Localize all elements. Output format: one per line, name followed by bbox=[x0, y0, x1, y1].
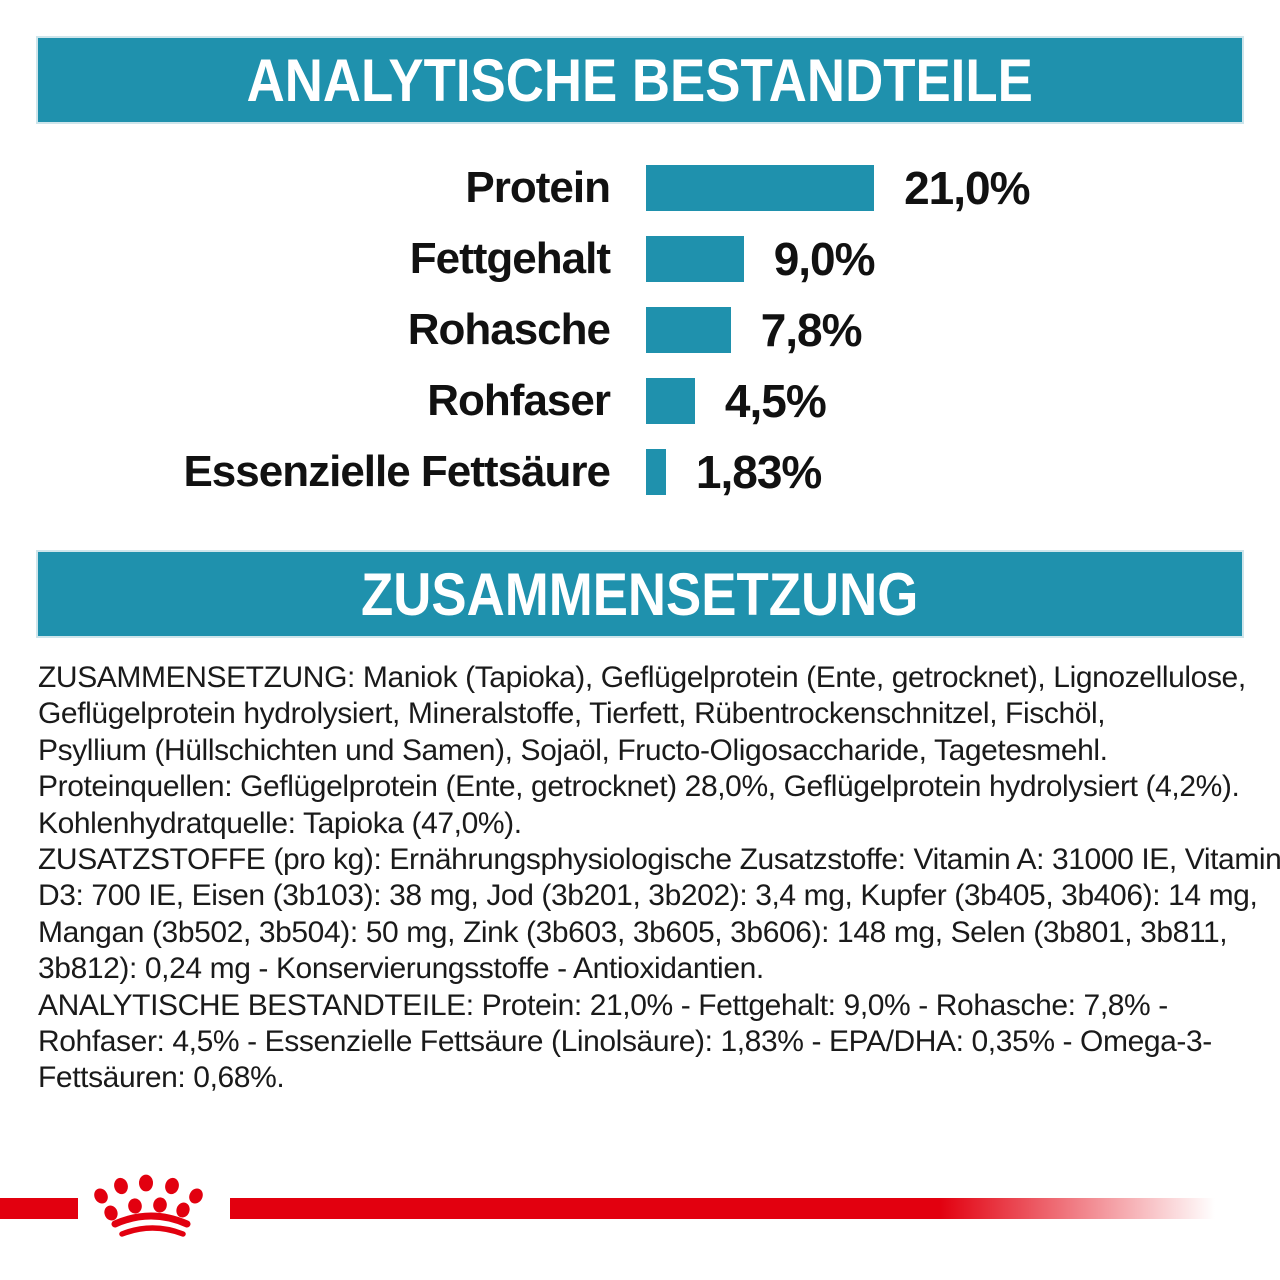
chart-row-fettgehalt: Fettgehalt 9,0% bbox=[0, 223, 1280, 294]
chart-bar bbox=[646, 448, 666, 495]
composition-text-block: ZUSAMMENSETZUNG: Maniok (Tapioka), Geflü… bbox=[38, 660, 1280, 1097]
chart-bar bbox=[646, 377, 695, 424]
analytical-constituents-bar-chart: Protein 21,0% Fettgehalt 9,0% Rohasche 7… bbox=[0, 152, 1280, 507]
chart-bar bbox=[646, 235, 744, 282]
analytical-constituents-title: ANALYTISCHE BESTANDTEILE bbox=[246, 46, 1034, 114]
brand-stripe-left bbox=[0, 1198, 78, 1219]
analytical-line: Fettsäuren: 0,68%. bbox=[38, 1061, 285, 1095]
composition-line: Kohlenhydratquelle: Tapioka (47,0%). bbox=[38, 806, 522, 840]
chart-value: 4,5% bbox=[724, 374, 827, 427]
additives-line: D3: 700 IE, Eisen (3b103): 38 mg, Jod (3… bbox=[38, 879, 1258, 913]
analytical-line: Rohfaser: 4,5% - Essenzielle Fettsäure (… bbox=[38, 1025, 1212, 1059]
chart-label: Essenzielle Fettsäure bbox=[183, 446, 611, 496]
crown-arcs bbox=[111, 1212, 191, 1237]
chart-row-protein: Protein 21,0% bbox=[0, 152, 1280, 223]
composition-line: ZUSAMMENSETZUNG: Maniok (Tapioka), Geflü… bbox=[38, 661, 1246, 694]
composition-title: ZUSAMMENSETZUNG bbox=[361, 560, 919, 628]
chart-value: 9,0% bbox=[773, 232, 876, 285]
composition-line: Psyllium (Hüllschichten und Samen), Soja… bbox=[38, 733, 1108, 767]
chart-row-rohfaser: Rohfaser 4,5% bbox=[0, 365, 1280, 436]
composition-line: Geflügelprotein hydrolysiert, Mineralsto… bbox=[38, 697, 1106, 731]
analytical-line: ANALYTISCHE BESTANDTEILE: Protein: 21,0%… bbox=[38, 988, 1168, 1022]
chart-value: 21,0% bbox=[904, 161, 1030, 214]
chart-label: Rohasche bbox=[407, 304, 611, 354]
additives-line: Mangan (3b502, 3b504): 50 mg, Zink (3b60… bbox=[38, 915, 1228, 949]
chart-label: Protein bbox=[465, 162, 611, 212]
analytical-constituents-banner: ANALYTISCHE BESTANDTEILE bbox=[38, 38, 1242, 122]
chart-value: 1,83% bbox=[695, 445, 822, 498]
chart-row-rohasche: Rohasche 7,8% bbox=[0, 294, 1280, 365]
chart-bar bbox=[646, 164, 875, 211]
brand-stripe-right bbox=[230, 1198, 1215, 1219]
crown-dots bbox=[94, 1174, 203, 1221]
additives-line: 3b812): 0,24 mg - Konservierungsstoffe -… bbox=[38, 952, 764, 986]
composition-line: Proteinquellen: Geflügelprotein (Ente, g… bbox=[38, 770, 1240, 804]
chart-row-essenzielle-fettsaeure: Essenzielle Fettsäure 1,83% bbox=[0, 436, 1280, 507]
composition-banner: ZUSAMMENSETZUNG bbox=[38, 552, 1242, 636]
chart-value: 7,8% bbox=[760, 303, 863, 356]
royal-canin-crown-icon bbox=[94, 1174, 203, 1237]
additives-line: ZUSATZSTOFFE (pro kg): Ernährungsphysiol… bbox=[38, 843, 1280, 877]
chart-label: Fettgehalt bbox=[409, 233, 611, 283]
chart-label: Rohfaser bbox=[427, 375, 611, 425]
chart-bar bbox=[646, 306, 731, 353]
